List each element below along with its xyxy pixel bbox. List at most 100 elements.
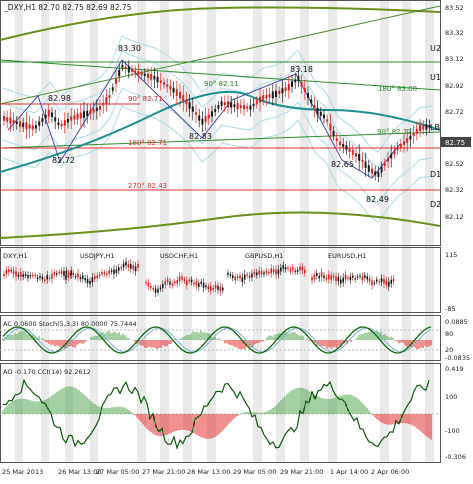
candle-body	[76, 113, 79, 120]
candle-body	[390, 153, 393, 159]
pairs-mini-charts[interactable]	[3, 257, 395, 297]
candle-body	[380, 166, 383, 173]
candle-body	[387, 158, 389, 162]
candle-body	[326, 119, 329, 122]
time-tick: 28 Mar 13:00	[187, 468, 230, 476]
mini-candle-body	[3, 273, 5, 277]
mini-candle-body	[222, 287, 224, 291]
pairs-scale: 115 -85	[445, 251, 457, 313]
candle-body	[361, 159, 364, 162]
price-tick: 83.52	[445, 4, 464, 12]
angle-label: 90° 82.11	[204, 80, 239, 88]
mini-candle-body	[134, 266, 137, 272]
price-tick: 82.52	[445, 160, 464, 168]
candle-body	[86, 110, 89, 117]
candle-body	[28, 124, 31, 129]
time-tick: 27 Mar 05:00	[96, 468, 139, 476]
mini-candle-body	[36, 277, 39, 280]
candle-body	[188, 102, 191, 109]
mini-candle-body	[219, 286, 222, 292]
swing-label: 82.72	[52, 156, 75, 165]
mini-candle-body	[60, 270, 63, 274]
candle-body	[153, 75, 156, 80]
mini-candle-body	[241, 277, 244, 283]
scale-tick: 20	[445, 346, 453, 354]
mini-candle-body	[366, 276, 368, 280]
main-price-chart[interactable]	[0, 5, 441, 239]
ac-panel-frame	[0, 315, 441, 361]
session-shade	[402, 1, 411, 462]
price-axis: 83.52 83.32 83.12 82.92 82.72 82.52 82.3…	[445, 4, 464, 221]
mini-candle-body	[108, 270, 110, 274]
angle-label: 270° 82.43	[128, 182, 167, 190]
candle-body	[230, 102, 233, 108]
mini-candle-body	[17, 274, 20, 277]
candle-body	[179, 91, 181, 99]
mini-candle-body	[120, 266, 122, 269]
candle-body	[134, 70, 137, 73]
time-tick: 2 Apr 06:00	[371, 468, 409, 476]
mini-candle-body	[22, 274, 24, 277]
candle-body	[137, 71, 140, 75]
candle-body	[300, 81, 303, 87]
mini-candle-body	[342, 277, 344, 283]
mini-candle-body	[79, 277, 82, 280]
candle-body	[54, 117, 57, 122]
swing-label: 82.65	[331, 160, 354, 169]
candle-body	[236, 102, 239, 110]
mini-candle-body	[115, 269, 118, 273]
mini-candle-body	[145, 282, 147, 284]
swing-label: 82.98	[48, 94, 71, 103]
candle-body	[227, 101, 229, 108]
candle-body	[22, 122, 25, 128]
level-tag-u2: U2	[430, 44, 441, 53]
candle-body	[115, 78, 117, 84]
session-shade	[328, 1, 337, 462]
angle-label: 90° 82.71	[128, 95, 163, 103]
candle-body	[38, 121, 41, 126]
mini-candle-body	[232, 275, 234, 278]
candle-body	[307, 93, 309, 98]
mini-candle-body	[280, 267, 282, 272]
candle-body	[393, 150, 396, 155]
mini-candle-body	[373, 282, 376, 284]
candle-body	[310, 99, 313, 104]
scale-tick: 0.419	[445, 365, 464, 373]
ac-stoch-panel[interactable]	[0, 326, 440, 354]
mini-candle-body	[106, 273, 108, 275]
mini-candle-body	[244, 274, 246, 280]
mini-candle-body	[268, 272, 270, 274]
candle-body	[252, 103, 255, 107]
trendline	[0, 131, 441, 149]
trendline	[0, 59, 441, 91]
price-tick: 82.12	[445, 213, 464, 221]
mini-candle-body	[24, 274, 27, 276]
ac-panel-label: AC 0.0600 Stoch(5,3,3) 80.0000 75.7444	[3, 320, 137, 328]
price-tick: 82.72	[445, 108, 464, 116]
mini-candle-body	[5, 270, 8, 274]
candle-body	[131, 69, 133, 72]
candle-body	[355, 153, 357, 157]
mini-candle-body	[157, 288, 159, 293]
ao-cci-panel[interactable]	[0, 378, 440, 450]
scale-tick: 0.0885	[445, 318, 468, 326]
candle-body	[335, 138, 338, 141]
candle-body	[409, 135, 412, 140]
band-upper-2	[2, 35, 433, 153]
mini-candle-body	[77, 273, 79, 278]
mini-candle-body	[316, 272, 318, 276]
candle-body	[223, 102, 226, 106]
mini-candle-body	[12, 270, 15, 275]
mini-candle-body	[229, 274, 232, 276]
candle-body	[319, 111, 322, 116]
pair-labels: DXY,H1 USDJPY,H1 USDCHF,H1 GBPUSD,H1 EUR…	[3, 252, 366, 260]
candle-body	[383, 163, 386, 167]
candle-body	[67, 118, 69, 123]
candle-body	[198, 115, 201, 121]
session-shade	[137, 1, 146, 462]
swing-label-low: 82.49	[366, 195, 389, 204]
candle-body	[89, 110, 92, 114]
mini-candle-body	[356, 276, 359, 278]
